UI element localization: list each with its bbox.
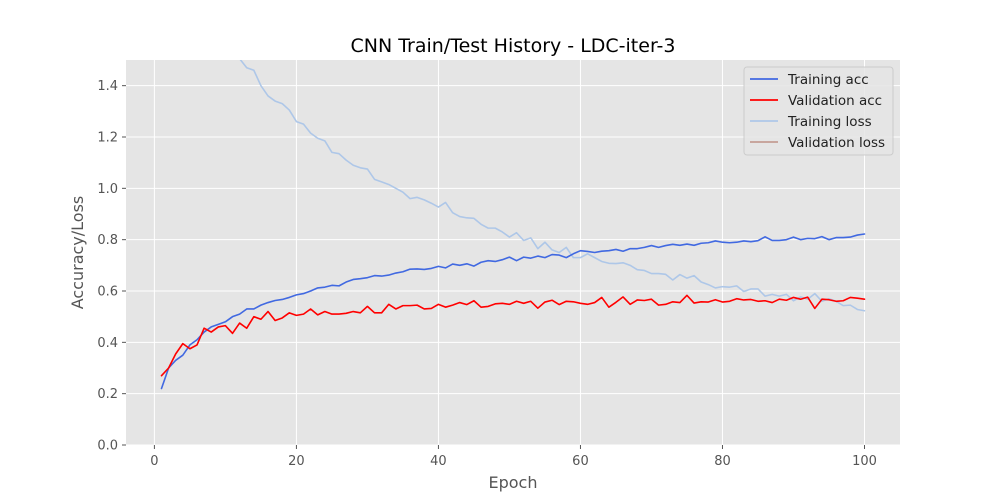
series-line-validation-acc (160, 294, 866, 377)
series-line-training-loss (239, 60, 866, 312)
legend-label: Training acc (787, 72, 869, 88)
y-tick-label: 0.0 (97, 439, 118, 454)
y-tick-label: 0.8 (97, 233, 118, 248)
legend: Training acc Validation acc Training loss V… (743, 66, 894, 156)
legend-label: Training loss (787, 114, 872, 130)
legend-box (743, 66, 894, 156)
x-tick-label: 60 (572, 454, 589, 469)
axis-ticks: 0 20 40 60 80 100 0.0 0.2 0.4 0.6 0.8 1.0 1.2 1.4 (97, 79, 877, 469)
series-line-training-acc (160, 233, 866, 390)
legend-label: Validation acc (788, 93, 882, 109)
y-tick-label: 1.4 (97, 79, 118, 94)
series-layer (160, 60, 866, 390)
x-tick-label: 20 (288, 454, 305, 469)
y-tick-label: 0.2 (97, 387, 118, 402)
x-tick-label: 40 (430, 454, 447, 469)
y-axis-label: Accuracy/Loss (68, 196, 87, 310)
y-tick-label: 1.2 (97, 131, 118, 146)
x-tick-label: 100 (852, 454, 877, 469)
x-axis-label: Epoch (489, 473, 538, 492)
y-tick-label: 0.6 (97, 285, 118, 300)
legend-label: Validation loss (788, 135, 885, 151)
x-tick-label: 80 (714, 454, 731, 469)
chart-title: CNN Train/Test History - LDC-iter-3 (350, 35, 675, 57)
y-tick-label: 1.0 (97, 182, 118, 197)
y-tick-label: 0.4 (97, 336, 118, 351)
x-tick-label: 0 (150, 454, 158, 469)
